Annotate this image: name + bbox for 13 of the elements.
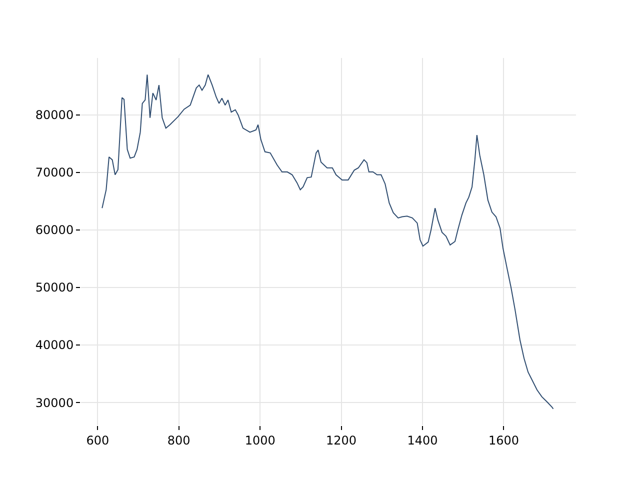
- y-tick-label: 60000: [35, 223, 74, 238]
- x-tick-label: 1600: [488, 433, 519, 448]
- y-tick-label: 80000: [35, 108, 74, 122]
- y-tick-label: 70000: [35, 166, 74, 180]
- x-tick-label: 1200: [326, 433, 357, 448]
- x-tick-label: 800: [167, 433, 190, 448]
- x-tick-label: 600: [86, 433, 110, 448]
- x-tick-label: 1400: [407, 433, 438, 448]
- y-tick-label: 50000: [35, 280, 74, 295]
- x-tick-label: 1000: [244, 433, 276, 448]
- line-series: [102, 74, 554, 410]
- y-tick-label: 30000: [35, 396, 74, 410]
- y-tick-label: 40000: [35, 338, 74, 352]
